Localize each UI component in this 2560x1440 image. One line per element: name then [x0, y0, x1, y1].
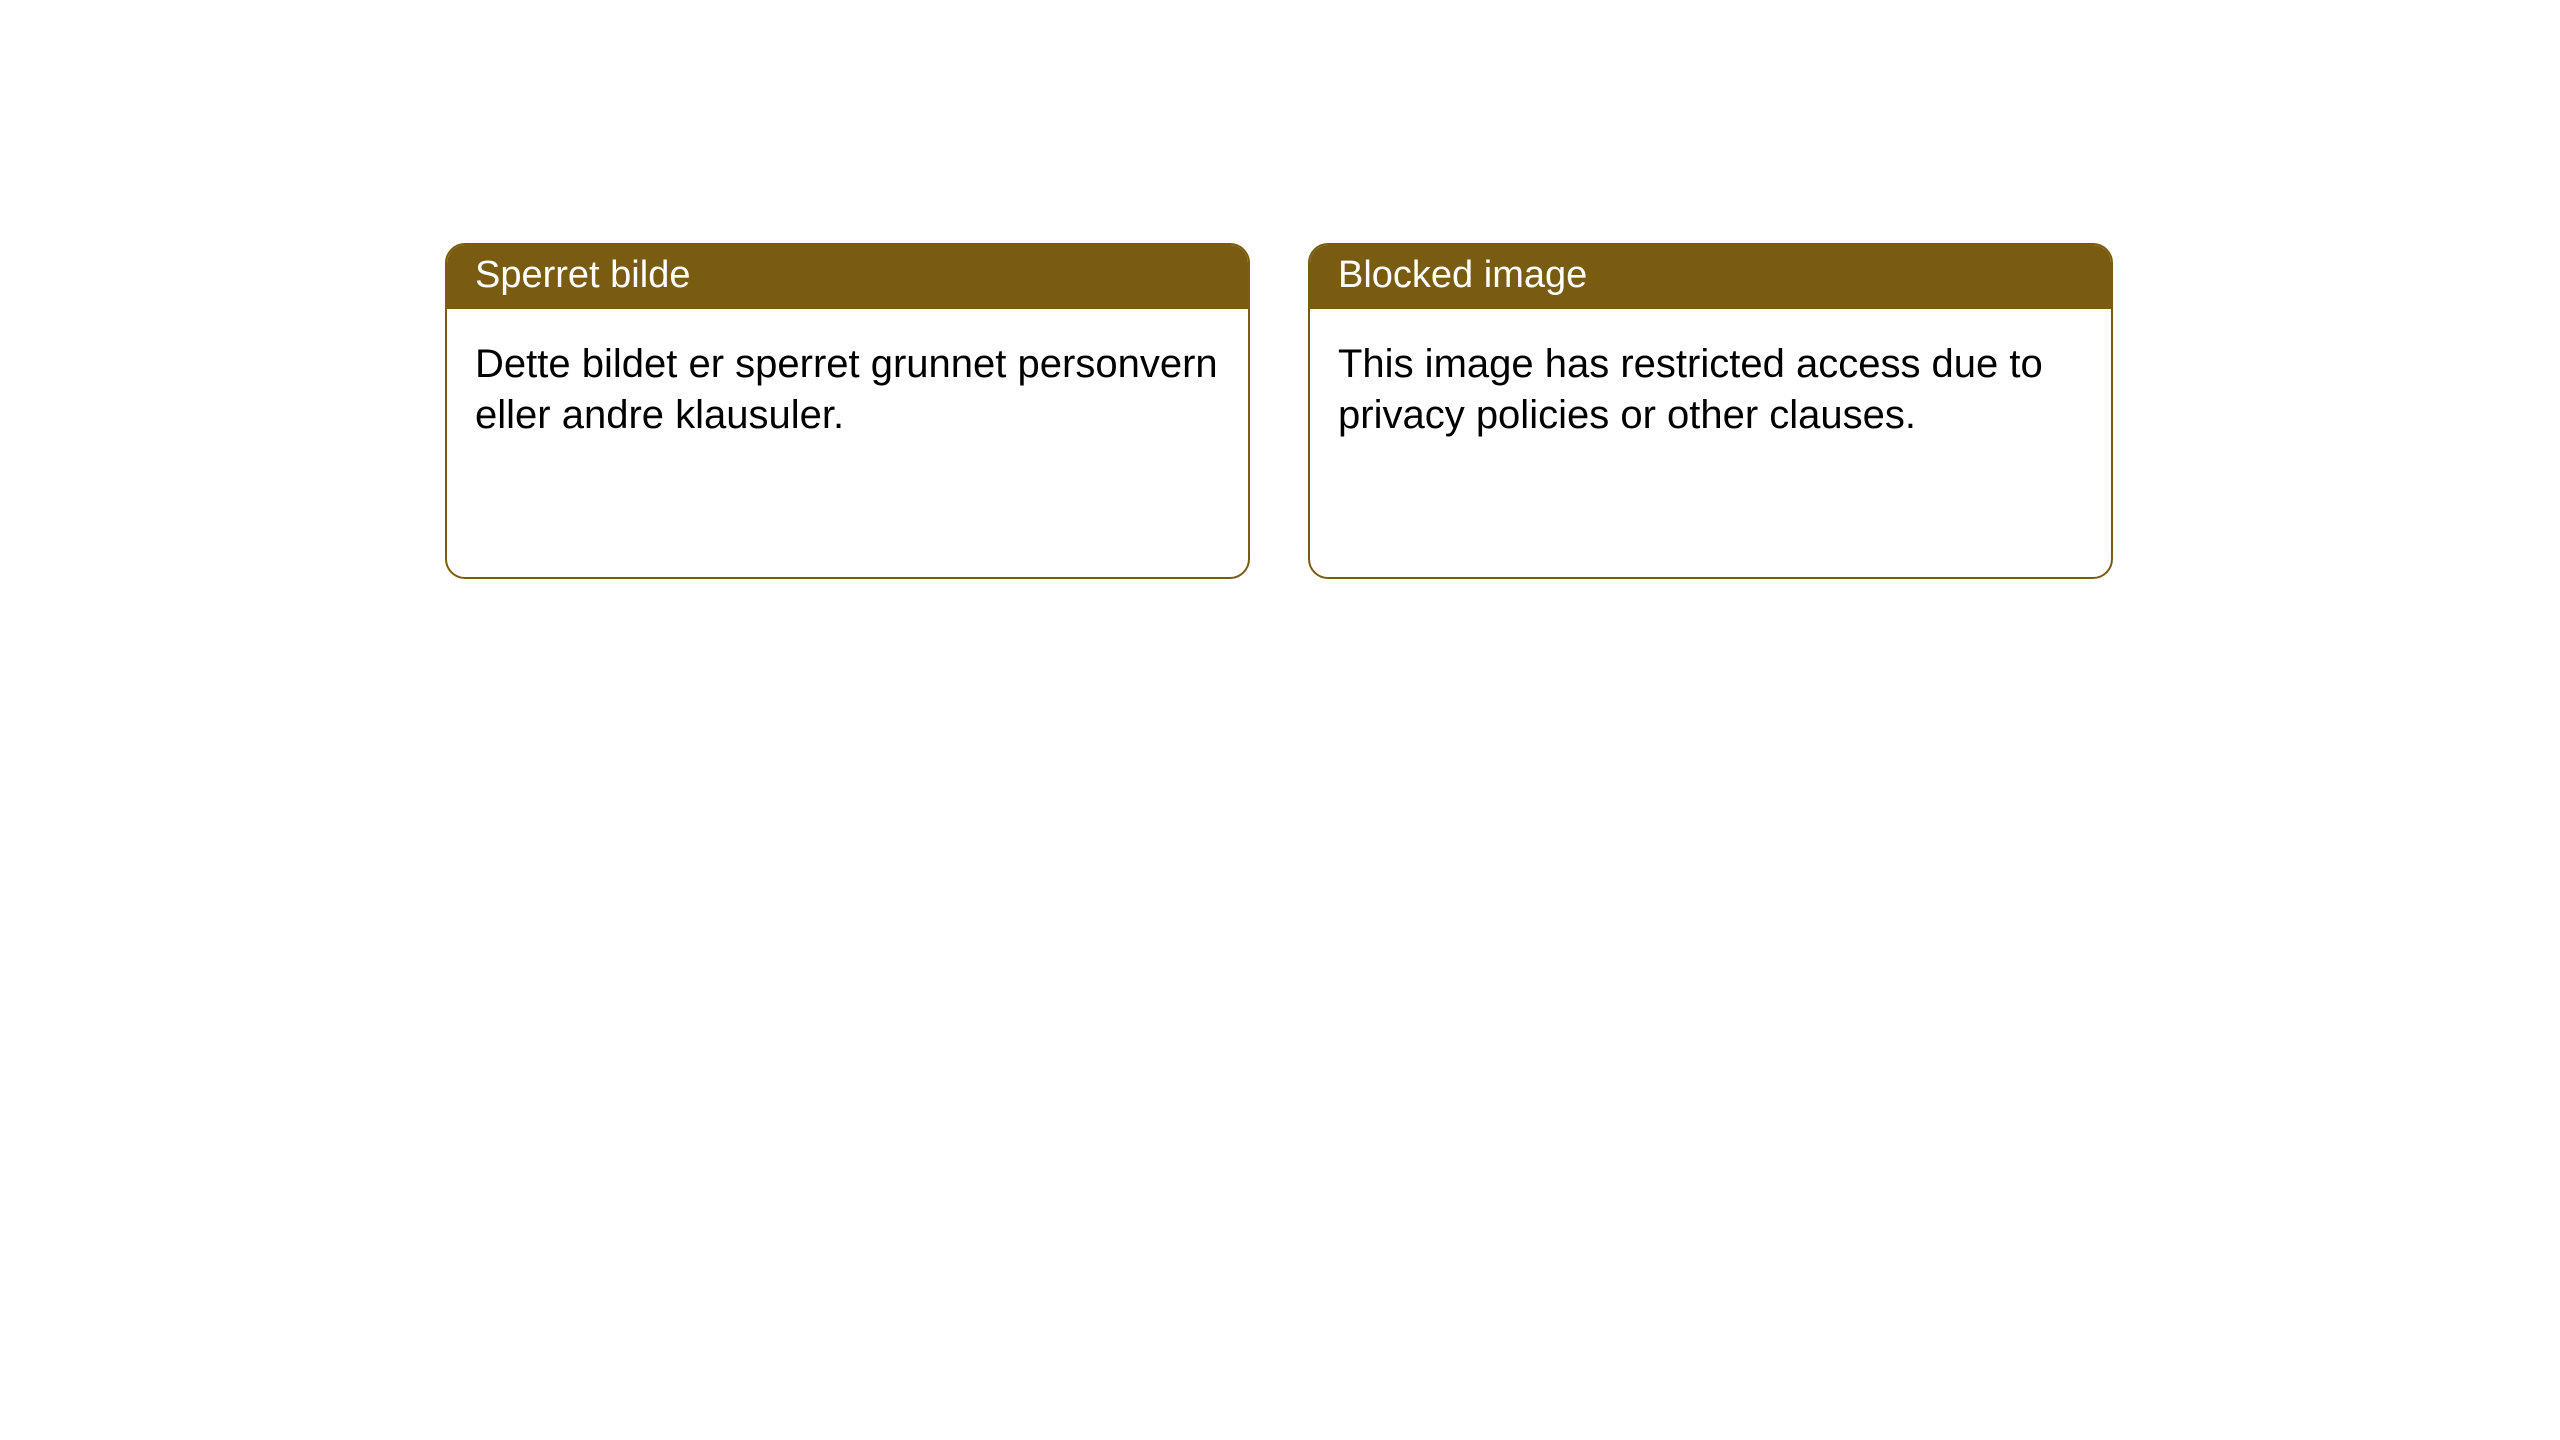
notice-card-english: Blocked image This image has restricted …	[1308, 243, 2113, 579]
notice-title: Blocked image	[1310, 245, 2111, 309]
notice-card-norwegian: Sperret bilde Dette bildet er sperret gr…	[445, 243, 1250, 579]
notice-container: Sperret bilde Dette bildet er sperret gr…	[0, 0, 2560, 579]
notice-body: Dette bildet er sperret grunnet personve…	[447, 309, 1248, 441]
notice-body: This image has restricted access due to …	[1310, 309, 2111, 441]
notice-title: Sperret bilde	[447, 245, 1248, 309]
